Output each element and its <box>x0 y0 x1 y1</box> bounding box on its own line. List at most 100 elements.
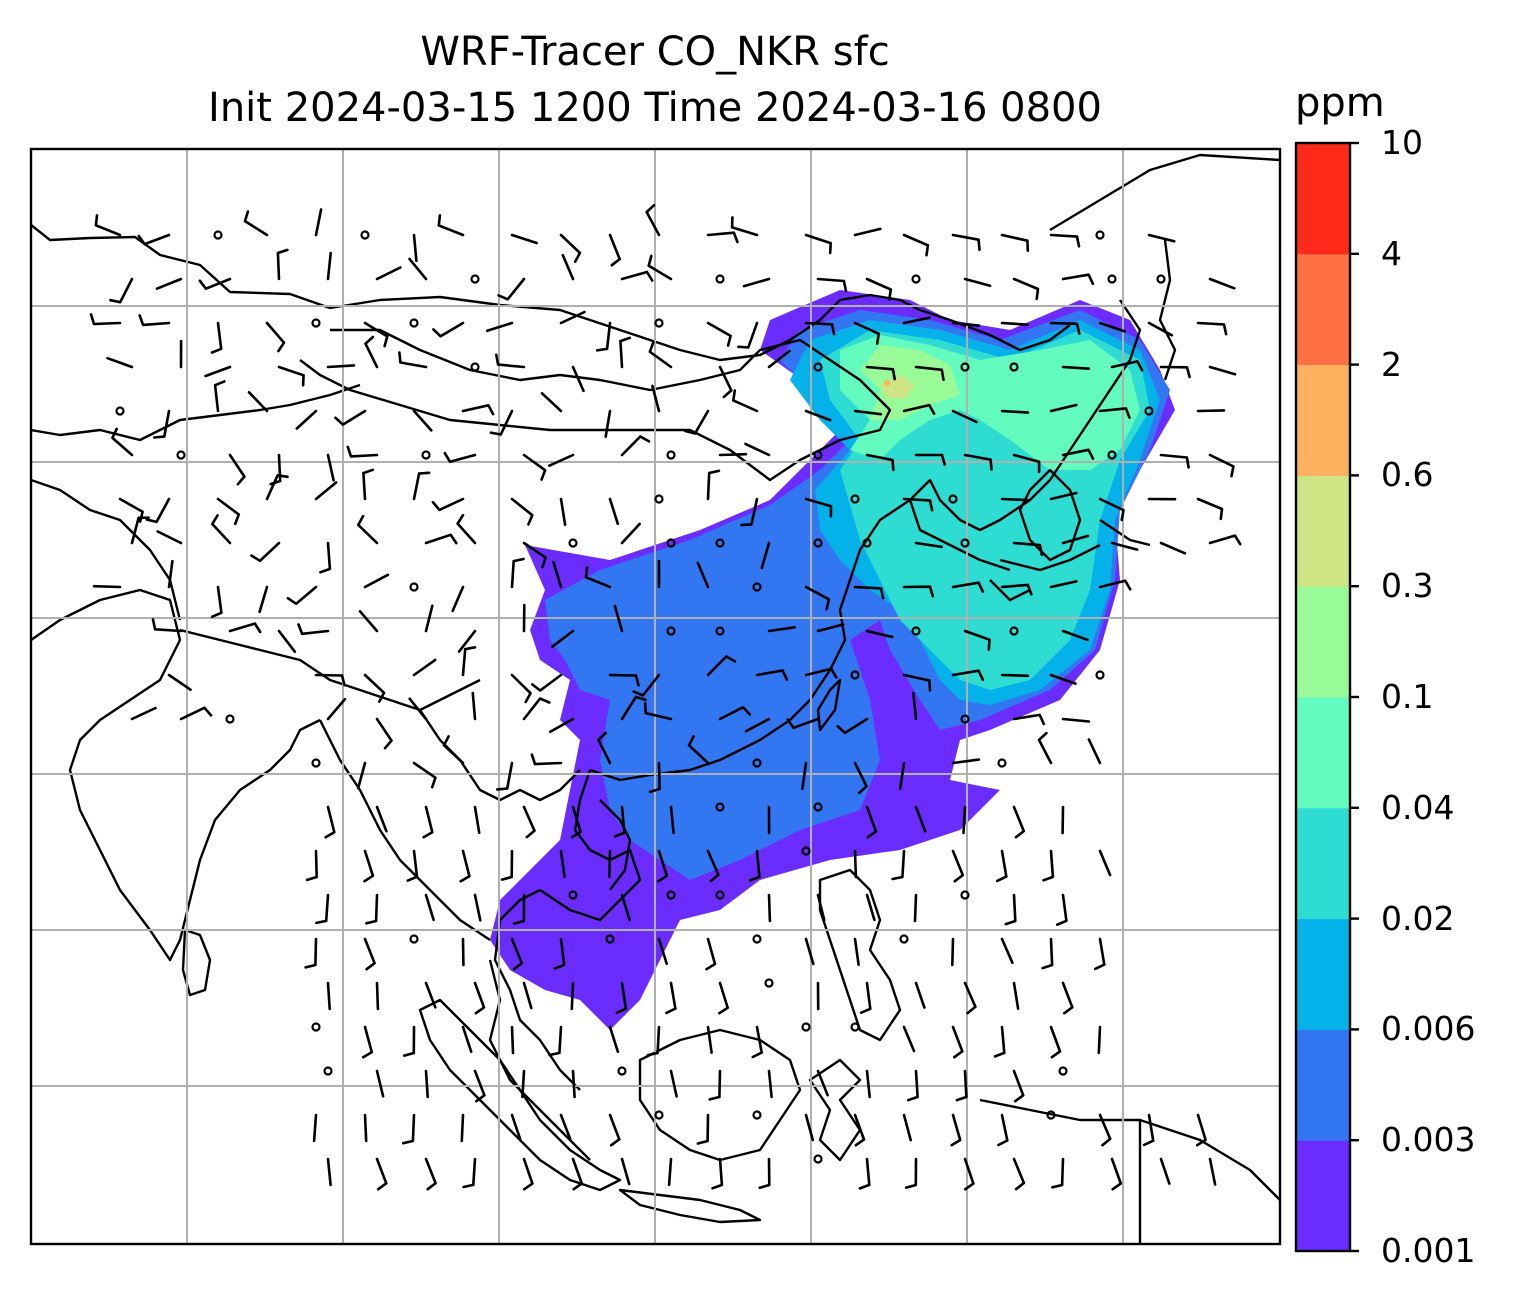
wind-barb <box>561 253 575 281</box>
wind-barb <box>804 667 838 679</box>
calm-wind-marker <box>1107 274 1117 284</box>
wind-barb <box>963 629 991 651</box>
gridlines <box>31 149 1280 1244</box>
map-frame <box>29 147 1282 1246</box>
wind-barb <box>1093 937 1106 971</box>
java <box>618 1188 762 1224</box>
wind-barb <box>155 277 183 290</box>
indochina-coast <box>493 769 642 1091</box>
wind-barb <box>213 380 226 413</box>
calm-wind-marker <box>470 362 480 372</box>
wind-barb <box>552 560 563 589</box>
wind-barb <box>584 566 612 589</box>
wind-barb <box>559 1113 572 1141</box>
calm-wind-marker <box>1156 274 1166 284</box>
calm-wind-marker <box>813 1154 823 1164</box>
calm-wind-marker <box>311 1022 321 1032</box>
calm-wind-marker <box>666 626 676 636</box>
wind-barb <box>913 893 918 923</box>
calm-wind-marker <box>1095 230 1105 240</box>
wind-barb <box>94 214 122 237</box>
wind-barb <box>510 937 524 971</box>
borneo <box>638 1028 802 1162</box>
wind-barb <box>608 673 640 687</box>
wind-barb <box>363 573 390 589</box>
wind-barb <box>804 233 832 255</box>
wind-barb <box>865 365 896 381</box>
wind-barb <box>473 981 486 1015</box>
north-asia-border <box>31 224 1071 362</box>
wind-barb <box>443 451 477 463</box>
wind-barb <box>130 516 150 545</box>
wind-barb <box>853 585 885 600</box>
wind-barb <box>898 761 906 790</box>
wind-barb <box>570 981 575 1011</box>
calm-wind-marker <box>1009 626 1019 636</box>
wind-barb <box>1012 1069 1025 1103</box>
wind-barb <box>853 321 880 345</box>
wind-barb <box>711 1157 724 1190</box>
wind-barb <box>963 981 977 1015</box>
wind-barb <box>375 717 393 750</box>
wind-barb <box>751 1025 763 1059</box>
wind-barb <box>1000 673 1030 678</box>
wind-barb <box>89 313 122 326</box>
colorbar-segment <box>1296 807 1350 920</box>
wind-barb <box>804 321 836 336</box>
wind-barb <box>324 805 336 839</box>
wind-barb <box>461 1025 473 1053</box>
wind-barb <box>737 321 759 349</box>
wind-barb <box>315 893 330 925</box>
wind-barb <box>361 1025 374 1059</box>
wind-barb <box>1049 580 1078 589</box>
wind-barb <box>363 321 389 348</box>
wind-barb <box>613 604 624 633</box>
wind-barb <box>548 453 575 467</box>
calm-wind-marker <box>801 846 811 856</box>
wind-barb <box>1196 409 1226 413</box>
wind-barb <box>816 277 848 293</box>
wind-barb <box>951 581 985 593</box>
wind-barb <box>904 1157 918 1189</box>
wind-barb <box>250 541 281 563</box>
wind-barb <box>473 805 481 834</box>
india-coast <box>31 588 321 962</box>
wind-barb <box>497 277 526 301</box>
calm-wind-marker <box>666 450 676 460</box>
wind-barb <box>613 805 626 838</box>
colorbar-tick-label: 0.006 <box>1381 1009 1476 1049</box>
wind-barb <box>669 805 675 835</box>
wind-barb <box>1012 805 1026 839</box>
calm-wind-marker <box>813 362 823 372</box>
colorbar-segment <box>1296 586 1350 698</box>
wind-barb <box>422 805 434 839</box>
wind-barb <box>620 1157 631 1186</box>
wind-barb <box>1098 579 1132 591</box>
wind-barb <box>1098 849 1112 877</box>
wind-barb <box>571 1069 576 1099</box>
calm-wind-marker <box>813 450 823 460</box>
wind-barb <box>1098 321 1126 333</box>
wind-barb <box>462 1157 477 1189</box>
wind-barb <box>608 1113 621 1147</box>
wind-barb <box>500 849 514 881</box>
wind-barb <box>1159 453 1190 469</box>
wind-barb <box>816 623 845 633</box>
wind-barb <box>277 365 305 387</box>
wind-barb <box>1000 583 1033 596</box>
wind-barb <box>243 210 269 237</box>
wind-barb <box>211 514 232 545</box>
wind-barb <box>645 203 661 237</box>
wind-barb <box>401 1113 416 1145</box>
wind-barb <box>305 849 318 882</box>
calm-wind-marker <box>862 538 872 548</box>
calm-wind-marker <box>360 230 370 240</box>
wind-barb <box>456 513 477 545</box>
wind-barb <box>865 277 893 301</box>
wind-barb <box>210 321 223 354</box>
wind-barb <box>1000 321 1030 326</box>
wind-barb <box>471 691 477 721</box>
calm-wind-marker <box>960 890 970 900</box>
wind-barb <box>167 673 192 691</box>
wind-barb <box>1110 360 1144 372</box>
